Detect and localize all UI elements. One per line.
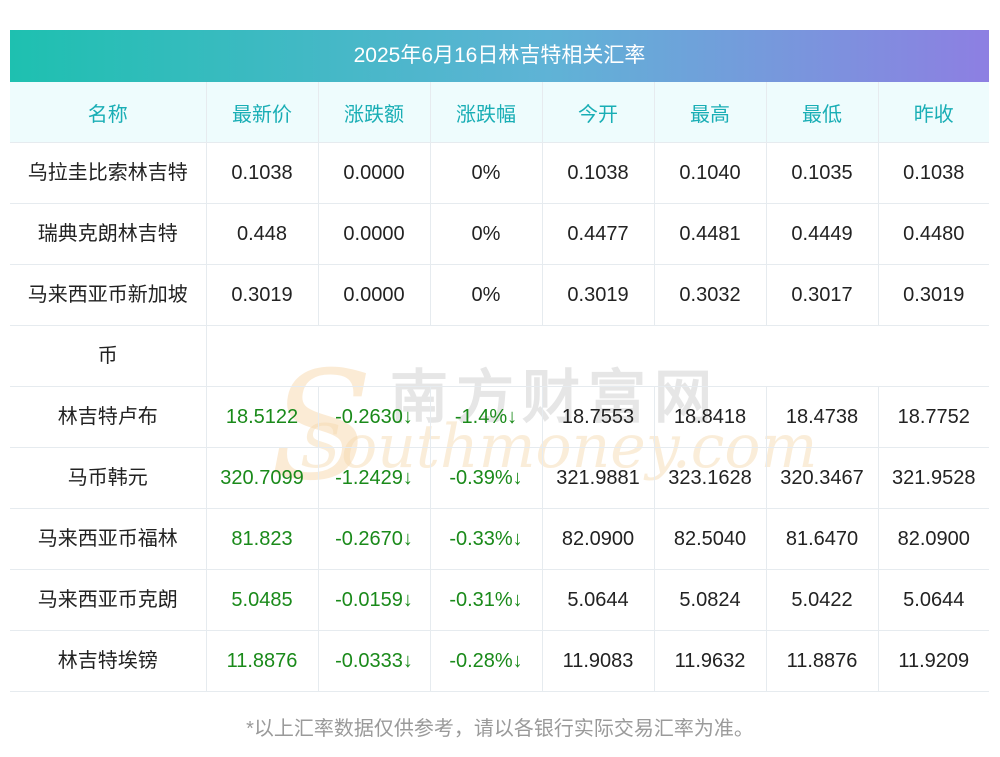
row-change: -0.2630↓ <box>318 386 431 448</box>
empty-cell <box>206 325 989 387</box>
row-change: 0.0000 <box>318 142 431 204</box>
table-row-continuation: 币 <box>10 325 989 387</box>
row-latest: 81.823 <box>206 508 319 570</box>
row-change-pct: 0% <box>430 264 543 326</box>
row-name: 马币韩元 <box>10 447 207 509</box>
header-change: 涨跌额 <box>318 82 431 143</box>
row-name: 林吉特埃镑 <box>10 630 207 692</box>
row-change-pct: -0.39%↓ <box>430 447 543 509</box>
row-high: 0.4481 <box>654 203 767 265</box>
row-low: 0.1035 <box>766 142 879 204</box>
row-high: 82.5040 <box>654 508 767 570</box>
row-name: 林吉特卢布 <box>10 386 207 448</box>
row-latest: 0.448 <box>206 203 319 265</box>
row-open: 0.3019 <box>542 264 655 326</box>
row-prev-close: 321.9528 <box>878 447 989 509</box>
header-change-pct: 涨跌幅 <box>430 82 543 143</box>
table-row: 林吉特卢布 18.5122 -0.2630↓ -1.4%↓ 18.7553 18… <box>10 386 989 448</box>
row-change: 0.0000 <box>318 264 431 326</box>
rate-table: 名称 最新价 涨跌额 涨跌幅 今开 最高 最低 昨收 乌拉圭比索林吉特 0.10… <box>10 82 989 692</box>
row-change-pct: -0.31%↓ <box>430 569 543 631</box>
row-low: 18.4738 <box>766 386 879 448</box>
table-row: 马来西亚币克朗 5.0485 -0.0159↓ -0.31%↓ 5.0644 5… <box>10 569 989 631</box>
row-name: 马来西亚币福林 <box>10 508 207 570</box>
row-high: 5.0824 <box>654 569 767 631</box>
row-change: 0.0000 <box>318 203 431 265</box>
row-latest: 0.1038 <box>206 142 319 204</box>
row-open: 82.0900 <box>542 508 655 570</box>
table-row: 林吉特埃镑 11.8876 -0.0333↓ -0.28%↓ 11.9083 1… <box>10 630 989 692</box>
row-latest: 11.8876 <box>206 630 319 692</box>
row-high: 323.1628 <box>654 447 767 509</box>
row-change-pct: -0.33%↓ <box>430 508 543 570</box>
row-name: 瑞典克朗林吉特 <box>10 203 207 265</box>
table-row: 马来西亚币福林 81.823 -0.2670↓ -0.33%↓ 82.0900 … <box>10 508 989 570</box>
row-prev-close: 0.1038 <box>878 142 989 204</box>
row-open: 11.9083 <box>542 630 655 692</box>
row-change-pct: -1.4%↓ <box>430 386 543 448</box>
row-open: 0.1038 <box>542 142 655 204</box>
row-prev-close: 82.0900 <box>878 508 989 570</box>
row-prev-close: 18.7752 <box>878 386 989 448</box>
row-low: 81.6470 <box>766 508 879 570</box>
row-name-continuation: 币 <box>10 325 207 387</box>
row-high: 0.1040 <box>654 142 767 204</box>
row-prev-close: 0.3019 <box>878 264 989 326</box>
table-row: 瑞典克朗林吉特 0.448 0.0000 0% 0.4477 0.4481 0.… <box>10 203 989 265</box>
row-latest: 0.3019 <box>206 264 319 326</box>
header-open: 今开 <box>542 82 655 143</box>
row-name: 乌拉圭比索林吉特 <box>10 142 207 204</box>
row-high: 0.3032 <box>654 264 767 326</box>
row-low: 5.0422 <box>766 569 879 631</box>
header-prev-close: 昨收 <box>878 82 989 143</box>
row-latest: 18.5122 <box>206 386 319 448</box>
row-change-pct: 0% <box>430 142 543 204</box>
row-change: -0.0159↓ <box>318 569 431 631</box>
row-name: 马来西亚币新加坡 <box>10 264 207 326</box>
header-low: 最低 <box>766 82 879 143</box>
table-header-row: 名称 最新价 涨跌额 涨跌幅 今开 最高 最低 昨收 <box>10 82 989 143</box>
row-low: 0.3017 <box>766 264 879 326</box>
row-high: 18.8418 <box>654 386 767 448</box>
table-row: 马来西亚币新加坡 0.3019 0.0000 0% 0.3019 0.3032 … <box>10 264 989 326</box>
row-change: -0.2670↓ <box>318 508 431 570</box>
row-change: -1.2429↓ <box>318 447 431 509</box>
header-high: 最高 <box>654 82 767 143</box>
row-prev-close: 0.4480 <box>878 203 989 265</box>
header-name: 名称 <box>10 82 207 143</box>
table-row: 乌拉圭比索林吉特 0.1038 0.0000 0% 0.1038 0.1040 … <box>10 142 989 204</box>
row-low: 320.3467 <box>766 447 879 509</box>
row-change-pct: -0.28%↓ <box>430 630 543 692</box>
row-name: 马来西亚币克朗 <box>10 569 207 631</box>
row-prev-close: 11.9209 <box>878 630 989 692</box>
row-open: 321.9881 <box>542 447 655 509</box>
row-open: 5.0644 <box>542 569 655 631</box>
header-latest: 最新价 <box>206 82 319 143</box>
row-prev-close: 5.0644 <box>878 569 989 631</box>
row-high: 11.9632 <box>654 630 767 692</box>
row-open: 18.7553 <box>542 386 655 448</box>
row-latest: 320.7099 <box>206 447 319 509</box>
row-low: 11.8876 <box>766 630 879 692</box>
row-low: 0.4449 <box>766 203 879 265</box>
table-title: 2025年6月16日林吉特相关汇率 <box>10 30 989 82</box>
row-latest: 5.0485 <box>206 569 319 631</box>
rate-table-container: 2025年6月16日林吉特相关汇率 S 南方财富网 Southmoney.com… <box>10 30 989 692</box>
disclaimer-footnote: *以上汇率数据仅供参考，请以各银行实际交易汇率为准。 <box>246 718 754 740</box>
table-row: 马币韩元 320.7099 -1.2429↓ -0.39%↓ 321.9881 … <box>10 447 989 509</box>
row-change-pct: 0% <box>430 203 543 265</box>
row-open: 0.4477 <box>542 203 655 265</box>
row-change: -0.0333↓ <box>318 630 431 692</box>
